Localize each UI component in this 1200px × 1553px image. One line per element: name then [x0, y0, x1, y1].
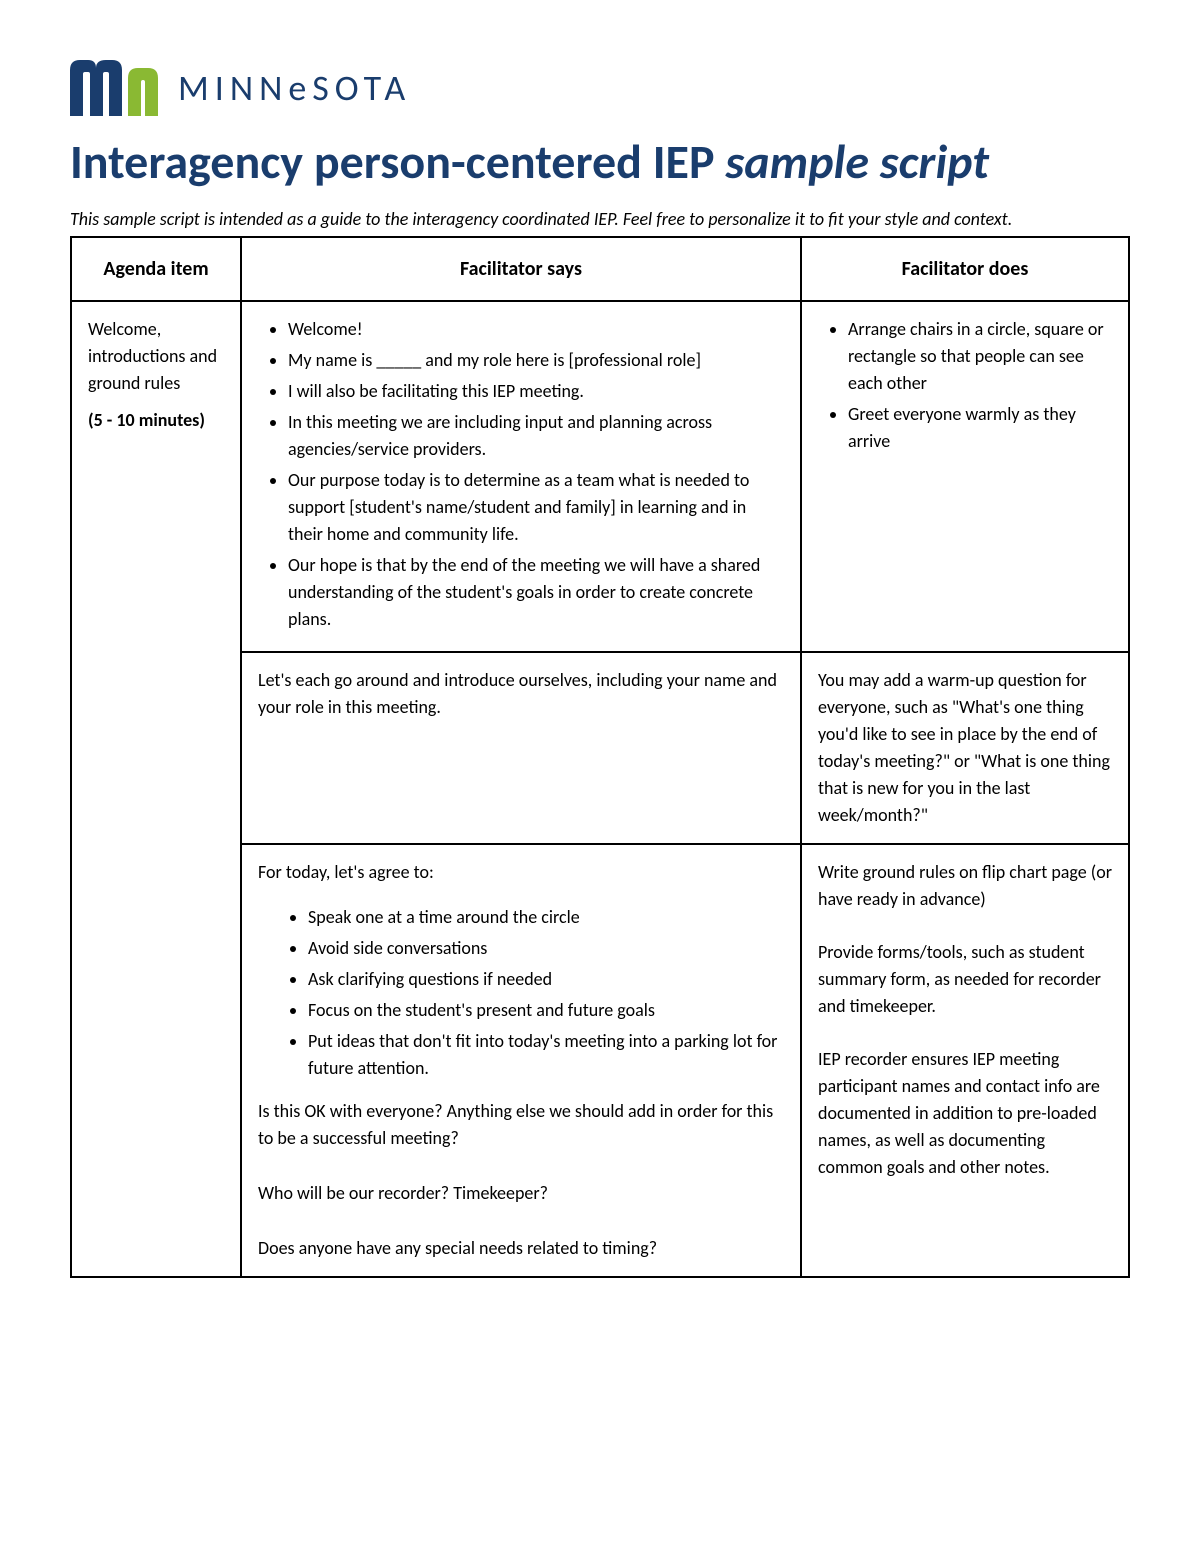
agenda-cell: Welcome, introductions and ground rules …: [71, 301, 241, 1277]
list-item: Welcome!: [288, 316, 784, 343]
says-para: Does anyone have any special needs relat…: [258, 1235, 784, 1262]
list-item: Put ideas that don't fit into today's me…: [308, 1028, 784, 1082]
list-item: Our purpose today is to determine as a t…: [288, 467, 784, 548]
list-item: Greet everyone warmly as they arrive: [848, 401, 1112, 455]
says-bullets: Welcome! My name is _____ and my role he…: [258, 316, 784, 633]
page-title: Interagency person-centered IEP sample s…: [70, 136, 1130, 189]
title-main: Interagency person-centered IEP: [70, 132, 725, 191]
agenda-label: Welcome, introductions and ground rules: [88, 316, 224, 397]
does-cell: Arrange chairs in a circle, square or re…: [801, 301, 1129, 652]
mn-logo-icon: [70, 60, 160, 116]
says-para: Is this OK with everyone? Anything else …: [258, 1098, 784, 1152]
does-bullets: Arrange chairs in a circle, square or re…: [818, 316, 1112, 455]
does-para: IEP recorder ensures IEP meeting partici…: [818, 1046, 1112, 1181]
table-row: Welcome, introductions and ground rules …: [71, 301, 1129, 652]
says-para: Who will be our recorder? Timekeeper?: [258, 1180, 784, 1207]
does-para: Provide forms/tools, such as student sum…: [818, 939, 1112, 1020]
logo-row: MINNeSOTA: [70, 60, 1130, 116]
does-cell: Write ground rules on flip chart page (o…: [801, 844, 1129, 1277]
list-item: Arrange chairs in a circle, square or re…: [848, 316, 1112, 397]
header-says: Facilitator says: [241, 237, 801, 301]
does-text: You may add a warm-up question for every…: [818, 667, 1112, 829]
list-item: Focus on the student's present and futur…: [308, 997, 784, 1024]
list-item: Avoid side conversations: [308, 935, 784, 962]
list-item: Our hope is that by the end of the meeti…: [288, 552, 784, 633]
header-does: Facilitator does: [801, 237, 1129, 301]
list-item: I will also be facilitating this IEP mee…: [288, 378, 784, 405]
header-agenda: Agenda item: [71, 237, 241, 301]
says-cell: For today, let's agree to: Speak one at …: [241, 844, 801, 1277]
does-cell: You may add a warm-up question for every…: [801, 652, 1129, 844]
says-cell: Welcome! My name is _____ and my role he…: [241, 301, 801, 652]
intro-text: This sample script is intended as a guid…: [70, 207, 1130, 232]
script-table: Agenda item Facilitator says Facilitator…: [70, 236, 1130, 1278]
title-italic: sample script: [725, 132, 989, 191]
list-item: My name is _____ and my role here is [pr…: [288, 347, 784, 374]
agenda-time: (5 - 10 minutes): [88, 407, 224, 434]
table-header-row: Agenda item Facilitator says Facilitator…: [71, 237, 1129, 301]
says-text: Let's each go around and introduce ourse…: [258, 667, 784, 721]
logo-wordmark: MINNeSOTA: [178, 66, 411, 110]
list-item: In this meeting we are including input a…: [288, 409, 784, 463]
list-item: Ask clarifying questions if needed: [308, 966, 784, 993]
says-bullets: Speak one at a time around the circle Av…: [258, 904, 784, 1082]
says-intro: For today, let's agree to:: [258, 859, 784, 886]
says-cell: Let's each go around and introduce ourse…: [241, 652, 801, 844]
does-para: Write ground rules on flip chart page (o…: [818, 859, 1112, 913]
list-item: Speak one at a time around the circle: [308, 904, 784, 931]
